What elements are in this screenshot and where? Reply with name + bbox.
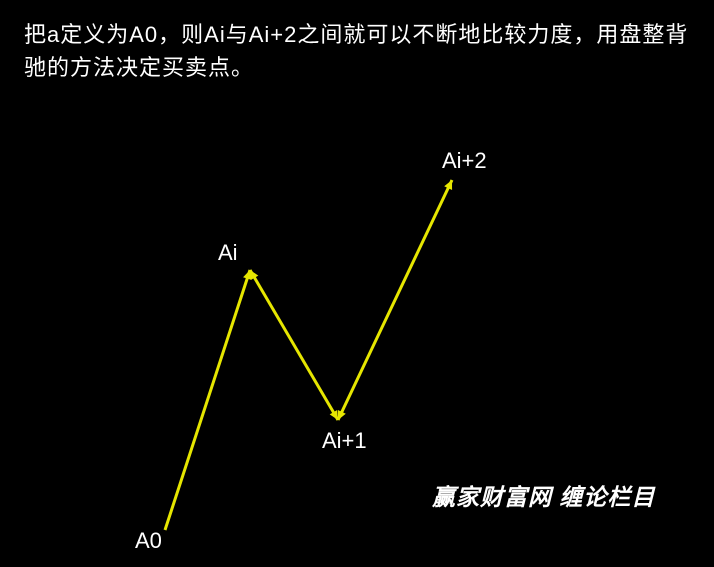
edge-line	[165, 270, 250, 530]
node-label-A0: A0	[135, 528, 162, 554]
edge-line	[250, 270, 338, 420]
node-label-Ai: Ai	[218, 240, 238, 266]
edge-line	[338, 180, 452, 420]
watermark-text: 赢家财富网 缠论栏目	[432, 478, 655, 512]
node-label-Aiplus2: Ai+2	[442, 148, 487, 174]
node-label-Aiplus1: Ai+1	[322, 428, 367, 454]
